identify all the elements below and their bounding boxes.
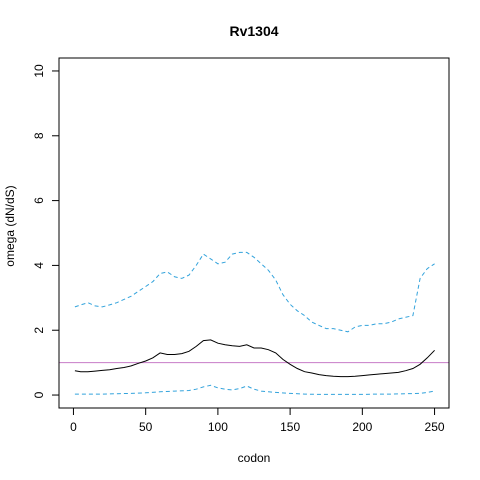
y-tick-label: 8	[32, 132, 46, 139]
x-tick-label: 0	[70, 420, 77, 434]
chart-title: Rv1304	[229, 23, 278, 39]
series-line-upper	[74, 251, 435, 333]
series-line-estimate	[74, 339, 435, 378]
x-tick-label: 150	[280, 420, 300, 434]
y-tick-label: 0	[32, 391, 46, 398]
y-tick-label: 6	[32, 197, 46, 204]
x-tick-label: 250	[425, 420, 445, 434]
x-tick-label: 50	[139, 420, 153, 434]
y-tick-label: 2	[32, 327, 46, 334]
x-axis-label: codon	[238, 451, 271, 465]
plot-layer: 0 50 100 150 200 250 0 2 4 6 8 10	[32, 57, 450, 434]
x-tick-label: 200	[352, 420, 372, 434]
y-tick-label: 4	[32, 262, 46, 269]
x-tick-label: 100	[208, 420, 228, 434]
y-tick-label: 10	[32, 64, 46, 78]
y-axis-label: omega (dN/dS)	[3, 185, 17, 266]
